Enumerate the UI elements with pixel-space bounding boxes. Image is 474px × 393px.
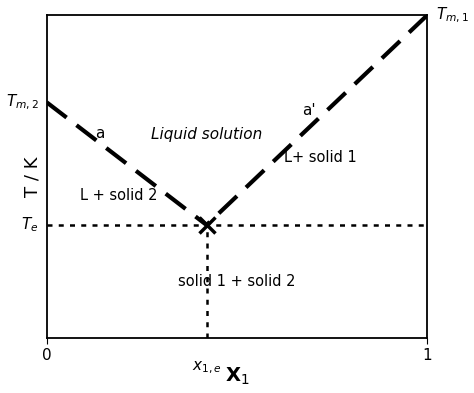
Text: L+ solid 1: L+ solid 1: [284, 150, 357, 165]
Text: $x_{1,e}$: $x_{1,e}$: [191, 360, 221, 376]
Y-axis label: T / K: T / K: [23, 156, 41, 197]
Text: Liquid solution: Liquid solution: [151, 127, 262, 142]
Text: $T_e$: $T_e$: [21, 216, 38, 234]
Text: L + solid 2: L + solid 2: [80, 188, 158, 204]
Text: $T_{m,2}$: $T_{m,2}$: [6, 93, 38, 112]
Text: a: a: [95, 125, 105, 141]
X-axis label: X$_1$: X$_1$: [225, 366, 249, 387]
Text: a': a': [302, 103, 316, 118]
Text: solid 1 + solid 2: solid 1 + solid 2: [178, 274, 296, 289]
Text: $T_{m,1}$: $T_{m,1}$: [436, 6, 468, 25]
